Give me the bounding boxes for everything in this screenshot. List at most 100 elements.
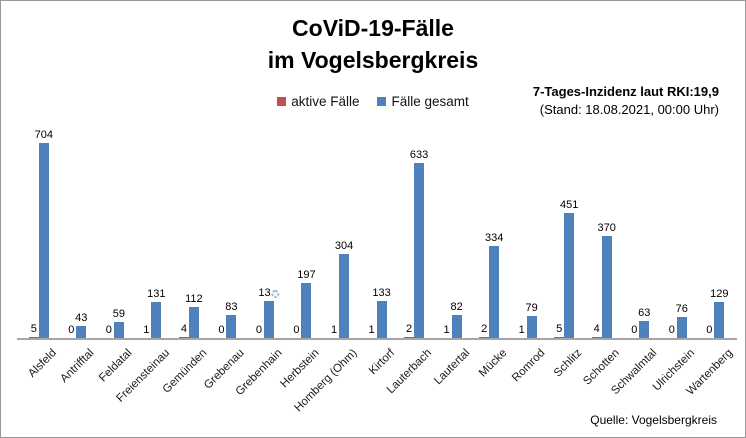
bar-group-alsfeld: 5 704 (25, 129, 63, 338)
bar-pair: 1 133 (366, 287, 391, 338)
bar-pair: 1 79 (516, 302, 538, 338)
x-axis-label-romrod: Romrod (509, 347, 548, 385)
x-axis-label-herbstein: Herbstein (278, 347, 322, 391)
bar-total-wartenberg: 129 (710, 288, 729, 338)
x-axis-label-grebenhain: Grebenhain (233, 347, 285, 398)
bar-total-freiensteinau: 131 (147, 288, 166, 338)
bar-active-lauterbach: 2 (404, 323, 415, 338)
bar-active-schotten: 4 (591, 323, 602, 338)
active-value-label: 4 (593, 322, 600, 335)
active-value-label: 0 (293, 324, 300, 336)
legend: aktive Fälle Fälle gesamt (1, 94, 745, 109)
bar-group-m-cke: 2 334 (475, 141, 513, 338)
bar-total-homberg-ohm: 304 (335, 240, 353, 338)
bar-total-herbstein: 197 (297, 269, 316, 338)
legend-swatch-total-icon (377, 97, 387, 106)
bar-total-romrod: 79 (526, 302, 538, 338)
incidence-line2: (Stand: 18.08.2021, 00:00 Uhr) (539, 102, 719, 117)
x-axis-label-gem-nden: Gemünden (160, 347, 210, 396)
bar-pair: 0 76 (667, 303, 688, 338)
bar-total-lauterbach: 633 (410, 149, 428, 338)
incidence-note: 7-Tages-Inzidenz laut RKI:19,9 (Stand: 1… (533, 83, 719, 119)
legend-label-total: Fälle gesamt (391, 94, 469, 109)
bar-total-feldatal: 59 (113, 308, 125, 338)
active-value-label: 1 (518, 323, 525, 336)
bar-group-feldatal: 0 59 (100, 141, 138, 338)
total-value-label: 129 (710, 288, 729, 301)
bar-pair: 0 129 (704, 288, 729, 338)
active-value-label: 1 (368, 323, 375, 336)
total-value-label: 131 (147, 287, 166, 300)
bar-group-wartenberg: 0 129 (701, 141, 739, 338)
bar-group-schlitz: 5 451 (550, 141, 588, 338)
bar-group-lautertal: 1 82 (438, 141, 476, 338)
bar-active-alsfeld: 5 (28, 323, 39, 338)
active-value-label: 0 (668, 324, 675, 336)
active-value-label: 0 (68, 324, 75, 336)
bar-pair: 0 59 (104, 308, 125, 338)
x-axis-label-lauterbach: Lauterbach (385, 347, 435, 397)
x-axis-label-lautertal: Lautertal (431, 347, 473, 388)
bar-pair: 0 13 (254, 287, 280, 338)
bar-total-ulrichstein: 76 (676, 303, 688, 338)
x-axis-label-schwalmtal: Schwalmtal (609, 347, 660, 398)
total-value-label: 13 (258, 287, 280, 299)
total-value-label: 451 (560, 199, 579, 212)
total-value-label: 304 (334, 239, 354, 252)
bar-group-homberg-ohm: 1 304 (325, 141, 363, 338)
x-axis-line (17, 338, 737, 340)
active-value-label: 5 (556, 322, 563, 335)
active-value-label: 4 (180, 322, 187, 335)
bar-group-schotten: 4 370 (588, 141, 626, 338)
x-axis-label-grebenau: Grebenau (202, 347, 247, 392)
active-value-label: 0 (255, 324, 263, 336)
x-axis-label-m-cke: Mücke (477, 347, 510, 380)
bar-pair: 0 63 (629, 307, 650, 338)
x-axis-label-schotten: Schotten (581, 347, 623, 388)
source-note: Quelle: Vogelsbergkreis (590, 413, 717, 427)
incidence-line1: 7-Tages-Inzidenz laut RKI:19,9 (532, 84, 719, 99)
bar-pair: 2 633 (404, 149, 428, 338)
total-value-label: 112 (185, 292, 203, 305)
bar-total-kirtorf: 133 (372, 287, 391, 338)
bar-group-romrod: 1 79 (513, 141, 551, 338)
active-value-label: 1 (330, 323, 338, 336)
total-value-label: 43 (75, 312, 88, 325)
total-value-label: 197 (297, 269, 316, 282)
bar-group-herbstein: 0 197 (288, 141, 326, 338)
active-value-label: 0 (631, 324, 638, 336)
bar-chart: 5 704 0 43 0 59 1 131 4 112 0 83 0 13 0 197 1 304 1 133 2 633… (25, 129, 739, 338)
active-value-label: 0 (105, 324, 112, 336)
bar-active-schlitz: 5 (554, 323, 565, 338)
bar-active-gem-nden: 4 (178, 323, 189, 338)
legend-label-active: aktive Fälle (291, 94, 360, 109)
total-value-label: 370 (597, 221, 616, 234)
bar-pair: 5 451 (554, 199, 578, 338)
bar-total-grebenau: 83 (225, 301, 238, 338)
bar-group-freiensteinau: 1 131 (138, 141, 176, 338)
x-axis-label-wartenberg: Wartenberg (684, 347, 735, 398)
total-value-label: 704 (34, 129, 53, 141)
page-title-line2: im Vogelsbergkreis (267, 47, 479, 73)
bar-total-schwalmtal: 63 (638, 307, 650, 338)
total-value-label: 633 (409, 148, 429, 161)
bar-total-m-cke: 334 (485, 232, 503, 338)
active-value-label: 2 (481, 323, 488, 336)
x-axis-label-alsfeld: Alsfeld (26, 347, 60, 380)
total-value-label: 59 (112, 307, 125, 320)
active-value-label: 2 (406, 323, 413, 336)
x-axis-label-ulrichstein: Ulrichstein (650, 347, 698, 394)
bar-group-kirtorf: 1 133 (363, 141, 401, 338)
x-axis-label-antrifftal: Antrifftal (58, 347, 97, 386)
bar-group-ulrichstein: 0 76 (663, 141, 701, 338)
legend-swatch-active-icon (277, 97, 287, 106)
legend-item-total: Fälle gesamt (377, 94, 469, 109)
page-title-line1: CoViD-19-Fälle (292, 15, 454, 41)
total-value-label: 82 (450, 301, 463, 314)
active-value-label: 1 (443, 323, 450, 336)
bar-total-schlitz: 451 (560, 199, 578, 338)
bar-pair: 1 304 (329, 240, 353, 338)
active-value-label: 0 (218, 324, 225, 336)
bar-pair: 0 197 (291, 269, 316, 338)
